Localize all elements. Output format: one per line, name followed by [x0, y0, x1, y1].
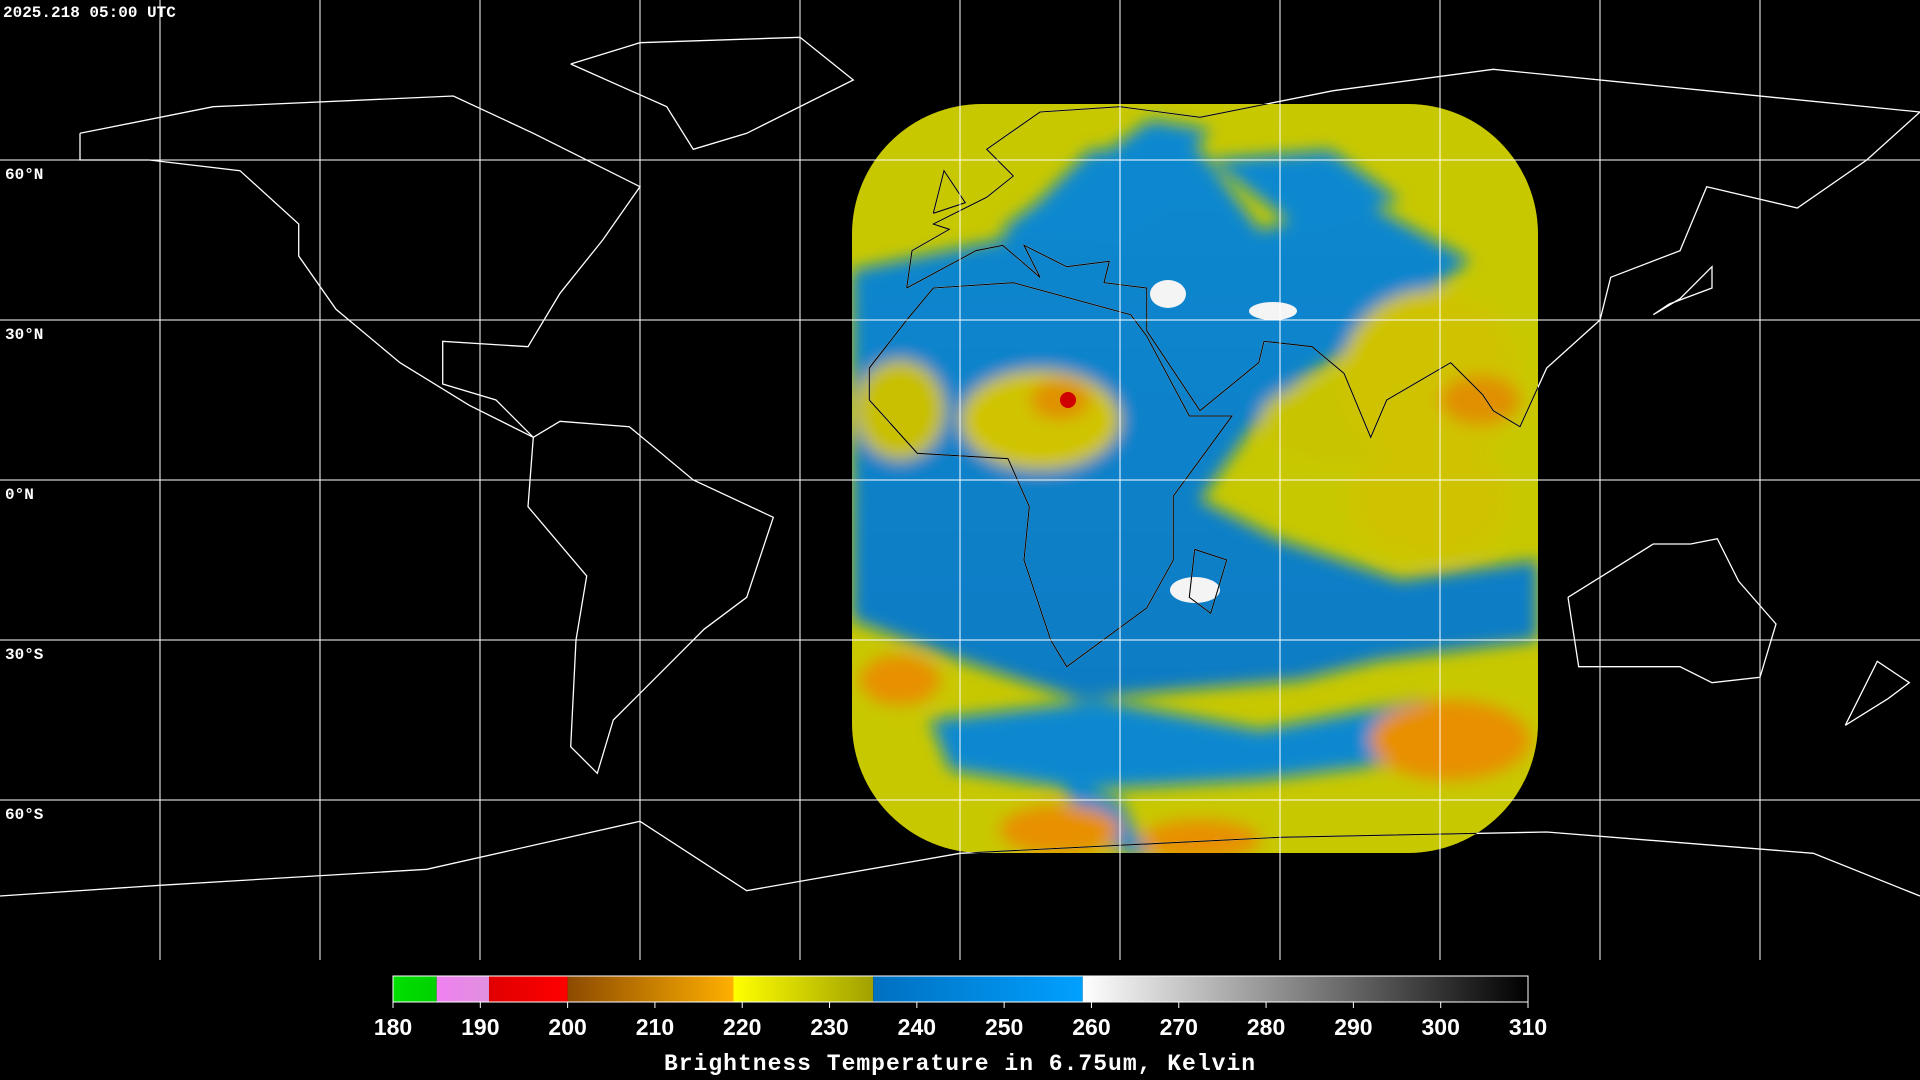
colorbar-segment	[873, 976, 1083, 1002]
latitude-label: 60°N	[5, 166, 43, 184]
coastline	[1844, 660, 1911, 726]
colorbar-tick-label: 250	[985, 1014, 1023, 1040]
colorbar-tick-label: 240	[898, 1014, 936, 1040]
coastline	[527, 420, 775, 775]
coastline	[0, 820, 1920, 897]
colorbar-tick-label: 270	[1160, 1014, 1198, 1040]
colorbar-segment	[733, 976, 874, 1002]
coastline	[79, 95, 641, 438]
colorbar-tick-label: 310	[1509, 1014, 1547, 1040]
colorbar-segment	[393, 976, 437, 1002]
colorbar-tick-label: 290	[1334, 1014, 1372, 1040]
colorbar-segment	[436, 976, 490, 1002]
coastline	[932, 169, 967, 214]
colorbar-tick-label: 280	[1247, 1014, 1285, 1040]
colorbar-tick-label: 230	[810, 1014, 848, 1040]
colorbar-tick-label: 180	[374, 1014, 412, 1040]
coastline	[1652, 265, 1713, 316]
colorbar-tick-label: 210	[636, 1014, 674, 1040]
coastline	[906, 104, 1538, 439]
coastlines-over-image	[852, 104, 1538, 853]
colorbar-tick-label: 190	[461, 1014, 499, 1040]
colorbar-segment	[489, 976, 568, 1002]
colorbar-segment	[1082, 976, 1528, 1002]
colorbar-segment	[567, 976, 734, 1002]
graticule: 60°N 30°N 0°N 30°S 60°S	[0, 0, 1920, 960]
colorbar-frame	[392, 975, 1529, 1003]
latitude-label: 0°N	[5, 486, 34, 504]
timestamp: 2025.218 05:00 UTC	[3, 4, 176, 22]
satellite-image	[852, 104, 1538, 853]
colorbar-label: Brightness Temperature in 6.75um, Kelvin	[664, 1051, 1256, 1077]
colorbar-tick-label: 220	[723, 1014, 761, 1040]
latitude-label: 60°S	[5, 806, 44, 824]
latitude-label: 30°N	[5, 326, 43, 344]
coastline	[868, 282, 1234, 668]
coastline	[1567, 537, 1777, 684]
colorbar: 180 190 200 210 220 230 240 250 260 270 280 290 300 3…	[374, 975, 1547, 1040]
colorbar-tick-label: 300	[1422, 1014, 1460, 1040]
colorbar-tick-label: 200	[548, 1014, 586, 1040]
coastline	[1188, 548, 1228, 615]
latitude-label: 30°S	[5, 646, 44, 664]
colorbar-tick-label: 260	[1072, 1014, 1110, 1040]
